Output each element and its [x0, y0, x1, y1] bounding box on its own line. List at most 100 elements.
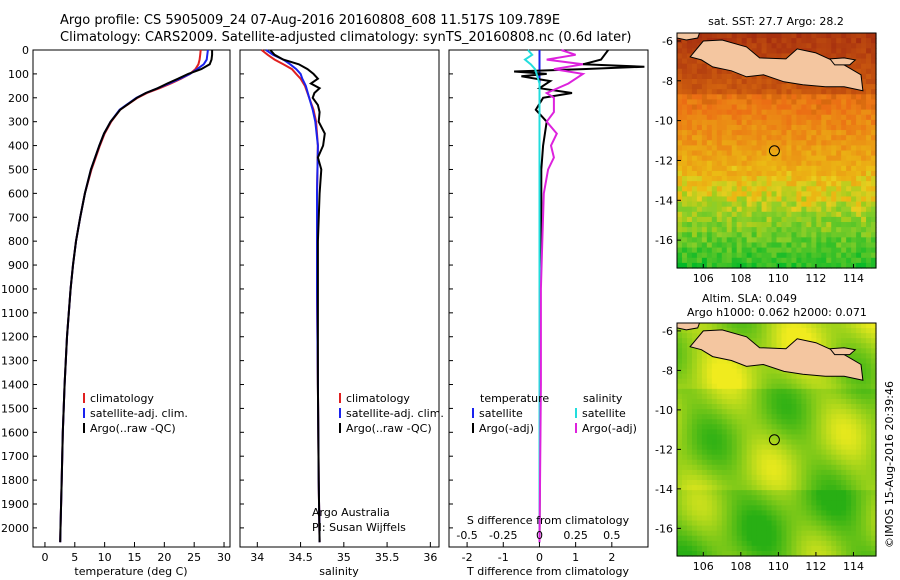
map-cell — [856, 216, 862, 223]
map-cell — [806, 510, 812, 517]
map-cell — [761, 459, 768, 466]
map-cell — [811, 409, 817, 415]
map-cell — [721, 135, 728, 141]
map-cell — [831, 109, 837, 116]
map-cell — [766, 119, 773, 126]
map-cell — [771, 53, 778, 60]
map-cell — [726, 196, 733, 203]
map-cell — [766, 257, 773, 264]
map-cell — [871, 414, 877, 420]
map-cell — [711, 78, 718, 85]
temperature-ytick-label: 600 — [8, 187, 29, 200]
map-cell — [856, 505, 862, 512]
map-cell — [861, 323, 867, 329]
map-cell — [726, 124, 733, 131]
map-cell — [811, 449, 817, 456]
map-cell — [866, 525, 872, 532]
map-cell — [766, 545, 773, 552]
map-cell — [806, 104, 812, 111]
map-cell — [721, 434, 728, 441]
map-cell — [741, 119, 748, 126]
map-cell — [841, 434, 847, 441]
map-cell — [677, 145, 683, 152]
map-cell — [791, 490, 797, 496]
map-cell — [831, 252, 837, 259]
map-cell — [821, 33, 827, 39]
map-cell — [816, 48, 822, 55]
map-cell — [841, 94, 847, 101]
map-cell — [821, 104, 827, 111]
map-cell — [701, 68, 708, 75]
map-cell — [681, 99, 688, 106]
map-cell — [716, 104, 723, 111]
map-cell — [851, 454, 857, 461]
map-cell — [677, 114, 683, 121]
map-cell — [781, 383, 788, 390]
map-cell — [781, 485, 788, 491]
madura-island — [829, 347, 857, 356]
map-cell — [781, 454, 788, 461]
map-cell — [821, 444, 827, 451]
map-cell — [821, 520, 827, 527]
map-cell — [726, 368, 733, 375]
map-cell — [781, 237, 788, 244]
map-cell — [686, 48, 693, 55]
map-cell — [836, 540, 842, 547]
map-cell — [796, 257, 802, 264]
map-cell — [751, 206, 758, 213]
map-cell — [756, 43, 763, 49]
map-cell — [866, 490, 872, 496]
map-cell — [791, 181, 797, 187]
map-cell — [826, 550, 832, 557]
map-cell — [677, 43, 683, 49]
map-cell — [761, 160, 768, 167]
map-cell — [816, 333, 822, 339]
map-cell — [781, 333, 788, 339]
map-cell — [726, 130, 733, 136]
map-cell — [731, 211, 738, 218]
map-cell — [776, 155, 783, 162]
map-xtick-label: 114 — [843, 560, 864, 573]
map-cell — [677, 343, 683, 349]
map-cell — [816, 191, 822, 198]
map-cell — [831, 434, 837, 441]
map-cell — [816, 388, 822, 395]
map-cell — [871, 150, 877, 157]
map-cell — [791, 84, 797, 90]
map-cell — [751, 459, 758, 466]
map-cell — [701, 89, 708, 95]
map-cell — [856, 130, 862, 136]
map-cell — [686, 358, 693, 365]
map-cell — [831, 38, 837, 44]
map-cell — [801, 515, 807, 522]
map-cell — [871, 114, 877, 121]
map-cell — [806, 165, 812, 172]
map-cell — [686, 439, 693, 446]
map-cell — [721, 104, 728, 111]
map-cell — [811, 170, 817, 177]
map-cell — [677, 63, 683, 70]
map-cell — [751, 191, 758, 198]
map-cell — [851, 530, 857, 537]
map-cell — [681, 348, 688, 354]
map-cell — [796, 439, 802, 446]
map-cell — [846, 495, 852, 501]
map-cell — [726, 383, 733, 390]
map-cell — [746, 444, 753, 451]
map-cell — [866, 165, 872, 172]
map-cell — [691, 257, 698, 264]
map-cell — [811, 550, 817, 557]
map-cell — [796, 454, 802, 461]
map-cell — [726, 135, 733, 141]
map-cell — [871, 38, 877, 44]
map-cell — [801, 449, 807, 456]
map-cell — [731, 104, 738, 111]
map-cell — [751, 124, 758, 131]
map-cell — [731, 232, 738, 238]
map-cell — [746, 434, 753, 441]
map-cell — [816, 505, 822, 512]
map-cell — [716, 124, 723, 131]
map-cell — [856, 150, 862, 157]
map-cell — [756, 414, 763, 420]
map-cell — [766, 449, 773, 456]
